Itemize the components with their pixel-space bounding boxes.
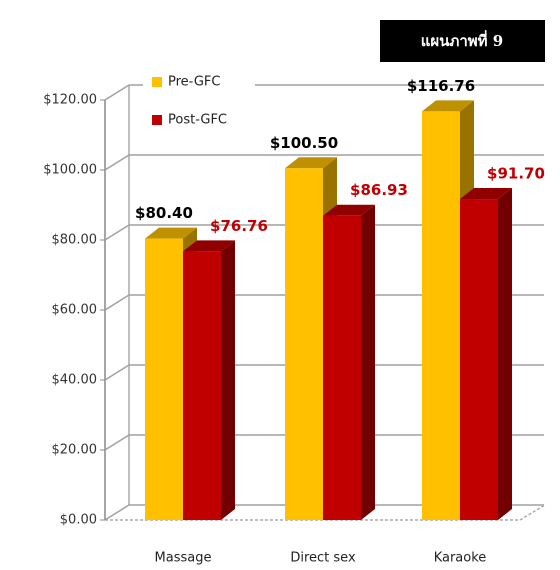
y-tick-label: $20.00 xyxy=(52,443,98,458)
title-box xyxy=(380,20,545,62)
x-tick-label: Direct sex xyxy=(290,551,356,566)
grid-line xyxy=(104,84,544,101)
legend-label: Pre-GFC xyxy=(168,75,220,90)
bar-side xyxy=(221,240,235,520)
chart-title: แผนภาพที่ 9 xyxy=(421,30,503,50)
value-label: $116.76 xyxy=(407,77,475,95)
bar-front xyxy=(285,168,323,520)
grid-line xyxy=(104,364,544,381)
bar xyxy=(323,204,375,520)
legend-swatch xyxy=(152,77,162,87)
grid-line xyxy=(104,434,544,451)
bar-front xyxy=(323,215,361,520)
y-tick-label: $120.00 xyxy=(43,93,97,108)
grid-line xyxy=(104,504,544,521)
legend-swatch xyxy=(152,115,162,125)
value-label: $91.70 xyxy=(487,165,545,183)
y-tick-label: $40.00 xyxy=(52,373,98,388)
y-tick-label: $100.00 xyxy=(43,163,97,178)
legend: Pre-GFC Post-GFC xyxy=(143,64,255,140)
bar-top xyxy=(460,188,512,200)
legend-box xyxy=(143,64,255,140)
x-tick-label: Massage xyxy=(155,551,212,566)
value-label: $86.93 xyxy=(350,181,408,199)
grid-line xyxy=(104,224,544,241)
bar-top xyxy=(323,204,375,216)
bar-front xyxy=(145,238,183,520)
floor xyxy=(105,504,546,521)
bar-front xyxy=(460,199,498,521)
y-tick-label: $0.00 xyxy=(60,513,97,528)
grid-line xyxy=(104,154,544,171)
y-tick-label: $60.00 xyxy=(52,303,98,318)
bar-top xyxy=(422,100,474,112)
value-label: $76.76 xyxy=(210,217,268,235)
bar xyxy=(183,240,235,520)
bar-side xyxy=(361,204,375,520)
grid-line xyxy=(104,294,544,311)
value-label: $80.40 xyxy=(135,204,193,222)
bar-side xyxy=(498,188,512,521)
legend-label: Post-GFC xyxy=(168,113,227,128)
bar-top xyxy=(183,240,235,252)
bar-top xyxy=(285,157,337,169)
bar-front xyxy=(183,251,221,520)
bar xyxy=(460,188,512,521)
bar-front xyxy=(422,111,460,520)
value-label: $100.50 xyxy=(270,134,338,152)
x-tick-label: Karaoke xyxy=(434,551,487,566)
y-tick-label: $80.00 xyxy=(52,233,98,248)
bar-top xyxy=(145,227,197,239)
